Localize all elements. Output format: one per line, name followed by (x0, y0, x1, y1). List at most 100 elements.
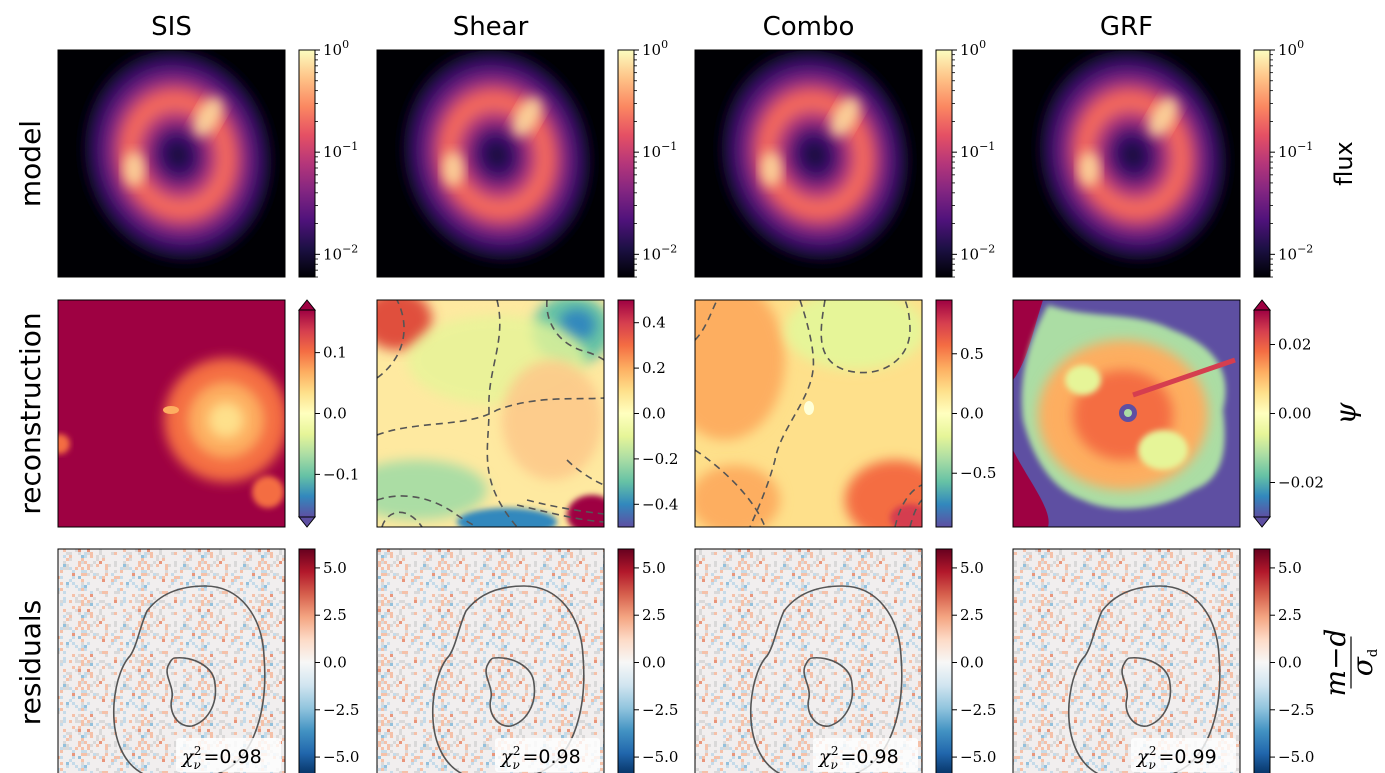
potential-region (377, 460, 487, 520)
model-panel-shear (377, 50, 604, 277)
panel-frame (694, 49, 923, 278)
colorbar-tick-label: 2.5 (1278, 606, 1302, 624)
colorbar-tick-label: −2.5 (642, 701, 678, 719)
chi2-legend-box (1131, 738, 1236, 772)
tick-base: 10 (642, 143, 661, 161)
tick-base: 10 (1278, 143, 1297, 161)
chi2-symbol: χ (817, 746, 832, 768)
tick-base: 10 (323, 245, 342, 263)
potential-region (695, 465, 780, 527)
potential-region (695, 300, 785, 440)
colorbar-tick-label: −0.02 (1278, 474, 1324, 492)
colorbar-residuals-0: 5.0 2.5 0.0 −2.5 −5.0 (298, 548, 359, 773)
colorbar-tick-label: 0.2 (642, 359, 666, 377)
mask-contour-outer (1067, 585, 1221, 773)
chi2-subscript: ν (513, 758, 520, 772)
tick-exponent: 0 (342, 38, 349, 51)
chi2-value: =0.98 (522, 746, 580, 768)
panel-frame (57, 299, 286, 528)
colorbar-tick-label: −0.2 (642, 450, 678, 468)
potential-streak (1132, 357, 1236, 398)
colorbar-tick-label: 0.0 (960, 405, 984, 423)
potential-contour (909, 499, 922, 527)
colorbar-tick-label: 10−2 (323, 242, 358, 263)
colorbar-gradient (1253, 49, 1271, 278)
panel-frame (376, 548, 605, 773)
colorbar-gradient (935, 548, 953, 773)
chi2-symbol: χ (1135, 746, 1150, 768)
chi2-superscript: 2 (831, 744, 839, 758)
potential-region (1013, 450, 1049, 527)
colorbar-reconstruction-2: 0.5 0.0 −0.5 (935, 299, 996, 528)
panel-frame (1012, 299, 1241, 528)
chi2-value: =0.98 (203, 746, 261, 768)
reconstruction-panel-combo (695, 300, 922, 527)
colorbar-gradient (617, 49, 635, 278)
colorbar-tick-label: 10−2 (1278, 242, 1313, 263)
chi2-symbol: χ (180, 746, 195, 768)
mask-contour-inner (1121, 657, 1172, 727)
potential-region (890, 504, 922, 527)
colorbar-tick-label: −2.5 (1278, 701, 1314, 719)
colorbar-extend-top (297, 299, 317, 311)
potential-region (1138, 430, 1188, 470)
colorbar-label-flux: flux (1330, 141, 1358, 186)
potential-core-center (1124, 409, 1132, 417)
potential-region (457, 508, 557, 527)
potential-contour (486, 300, 518, 527)
colorbar-reconstruction-3: 0.02 0.00 −0.02 (1252, 299, 1324, 528)
lensed-image-left (442, 151, 464, 187)
panel-frame (1012, 548, 1241, 773)
residuals-panel-combo: χν2 =0.98 (695, 549, 922, 773)
colorbar-extend-bottom (1252, 516, 1272, 528)
colorbar-gradient (617, 548, 635, 773)
mask-contour-outer (112, 585, 266, 773)
chi2-label: χν2 =0.99 (1135, 744, 1217, 772)
chi2-symbol: χ (499, 746, 514, 768)
colorbar-gradient (935, 49, 953, 278)
colorbar-extend-bottom (297, 516, 317, 528)
chi2-label: χν2 =0.98 (180, 744, 262, 772)
colorbar-tick-label: −5.0 (1278, 748, 1314, 766)
colorbar-extend-top (1252, 299, 1272, 311)
mask-contour-outer (749, 585, 903, 773)
column-title-combo: Combo (763, 12, 855, 42)
colorbar-tick-label: 100 (1278, 38, 1304, 59)
reconstruction-panel-grf (1013, 300, 1240, 527)
panel-frame (694, 548, 923, 773)
residuals-panel-shear: χν2 =0.98 (377, 549, 604, 773)
colorbar-tick-label: 0.0 (642, 654, 666, 672)
einstein-ring (1035, 50, 1231, 265)
colorbar-tick-label: 10−1 (323, 140, 358, 161)
potential-region (567, 495, 604, 527)
tick-base: 10 (1278, 41, 1297, 59)
mask-contour-inner (166, 657, 217, 727)
reconstruction-panel-shear (377, 300, 604, 527)
tick-base: 10 (323, 143, 342, 161)
tick-base: 10 (323, 41, 342, 59)
lensed-image-right (1147, 97, 1179, 137)
colorbar-tick-label: 0.5 (960, 345, 984, 363)
colorbar-tick-label: 0.4 (642, 314, 666, 332)
potential-blob-small (252, 476, 284, 508)
lensed-image-right (511, 97, 543, 137)
potential-contour (749, 300, 815, 527)
panel-frame (694, 299, 923, 528)
colorbar-gradient (1253, 548, 1271, 773)
potential-contour (546, 300, 604, 361)
potential-blob-edge (58, 434, 70, 454)
tick-exponent: 0 (661, 38, 668, 51)
chi2-subscript: ν (831, 758, 838, 772)
colorbar-gradient (298, 548, 316, 773)
potential-region (1065, 365, 1101, 395)
colorbar-tick-label: 0.0 (323, 654, 347, 672)
panel-frame (57, 49, 286, 278)
tick-base: 10 (642, 245, 661, 263)
colorbar-gradient (1253, 309, 1271, 518)
einstein-ring (80, 50, 276, 265)
tick-exponent: −2 (1297, 242, 1313, 255)
